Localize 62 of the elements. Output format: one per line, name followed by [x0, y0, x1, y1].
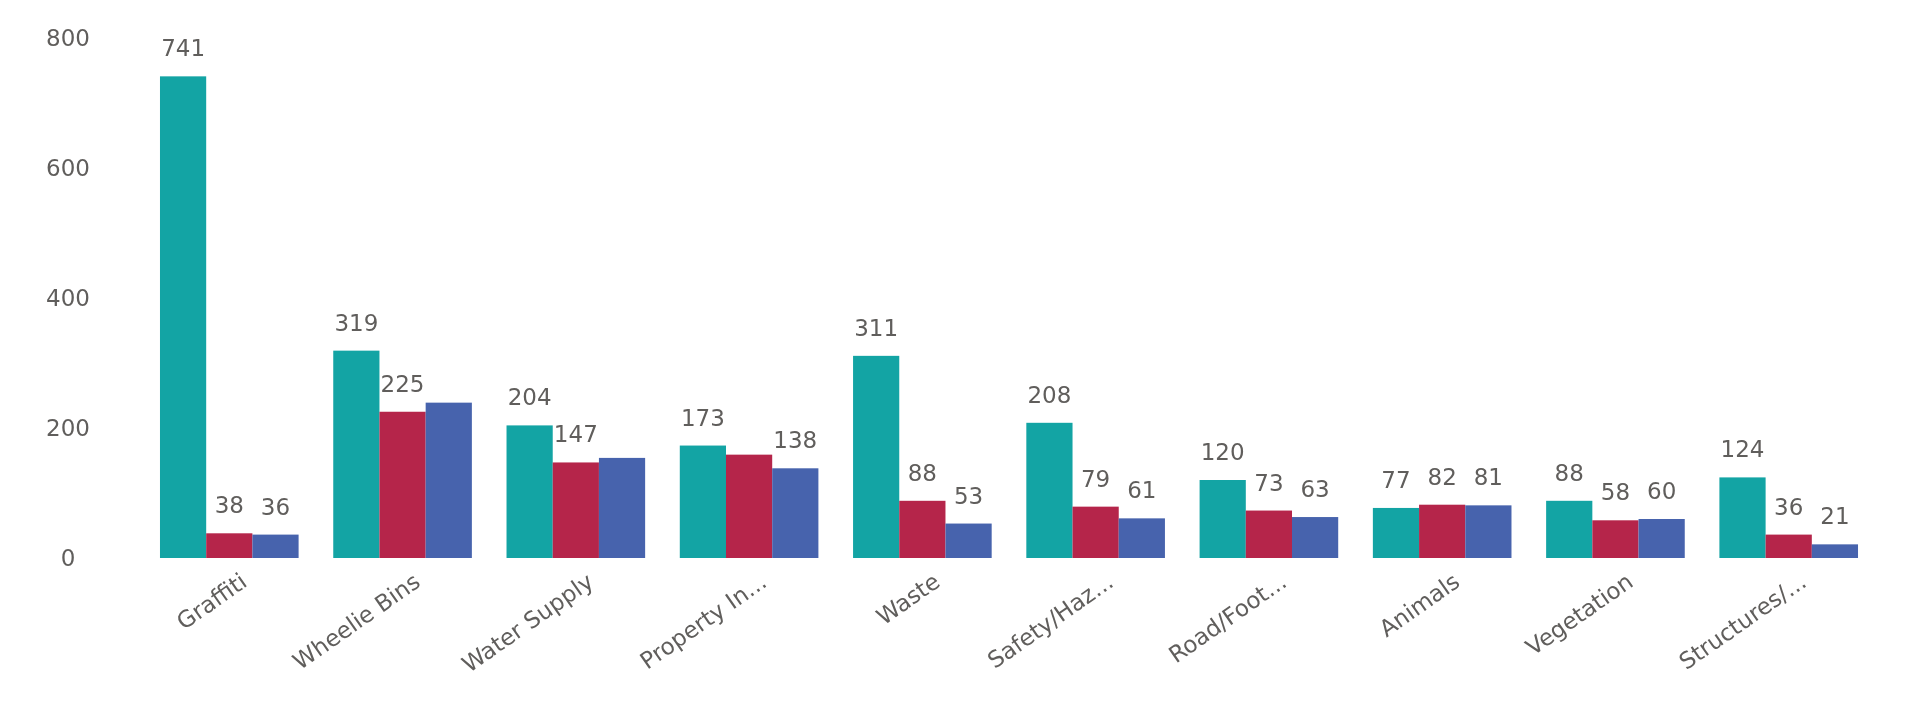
bar — [598, 457, 646, 558]
bar — [206, 533, 253, 558]
data-label: 21 — [1820, 503, 1850, 530]
bar — [772, 468, 819, 558]
bar — [425, 402, 472, 558]
data-label: 36 — [1774, 493, 1804, 520]
data-label: 38 — [214, 492, 244, 519]
bar — [1072, 506, 1119, 558]
bar — [159, 76, 207, 558]
data-label: 77 — [1381, 466, 1411, 493]
bar — [899, 500, 946, 558]
bar — [1372, 507, 1420, 558]
data-label: 311 — [854, 314, 899, 341]
data-label: 63 — [1300, 476, 1330, 503]
data-label: 319 — [334, 309, 379, 336]
data-label: 60 — [1647, 478, 1677, 504]
bar — [1026, 422, 1073, 558]
data-label: 88 — [1554, 459, 1584, 486]
bar — [853, 355, 900, 558]
data-label: 138 — [773, 427, 818, 454]
data-label: 120 — [1200, 439, 1245, 465]
data-label: 225 — [380, 370, 425, 397]
bar — [679, 445, 726, 558]
data-label: 36 — [260, 493, 291, 520]
data-label: 124 — [1720, 436, 1765, 463]
bar — [1592, 520, 1639, 558]
bar — [252, 534, 299, 558]
bar — [1292, 517, 1339, 558]
bar — [506, 425, 553, 558]
y-tick-label: 200 — [46, 415, 90, 442]
bar — [1419, 504, 1466, 558]
bar — [1811, 544, 1859, 558]
data-label: 61 — [1127, 477, 1157, 504]
data-label: 204 — [507, 384, 552, 411]
data-label: 81 — [1473, 464, 1504, 491]
y-tick-label: 0 — [60, 545, 76, 572]
bar — [1719, 477, 1766, 558]
data-label: 53 — [953, 482, 984, 509]
bar — [1638, 519, 1685, 558]
bar — [1465, 505, 1512, 558]
bar — [1765, 534, 1812, 558]
data-label: 173 — [680, 404, 725, 431]
bar — [1199, 480, 1246, 558]
bar — [552, 462, 599, 558]
bar — [945, 523, 992, 558]
bar — [725, 454, 773, 558]
data-label: 147 — [553, 421, 598, 448]
data-label: 82 — [1427, 463, 1457, 490]
data-label: 58 — [1600, 479, 1631, 506]
y-tick-label: 800 — [46, 25, 90, 52]
data-label: 208 — [1027, 381, 1072, 408]
bar — [1546, 500, 1593, 558]
bar — [1245, 510, 1293, 558]
data-label: 79 — [1080, 465, 1111, 492]
data-label: 741 — [161, 35, 206, 62]
data-label: 88 — [907, 459, 938, 486]
y-tick-label: 400 — [46, 285, 90, 312]
bar — [1118, 518, 1165, 558]
bar — [333, 350, 380, 558]
data-label: 73 — [1254, 469, 1284, 496]
y-tick-label: 600 — [46, 155, 90, 182]
bar — [379, 411, 426, 558]
